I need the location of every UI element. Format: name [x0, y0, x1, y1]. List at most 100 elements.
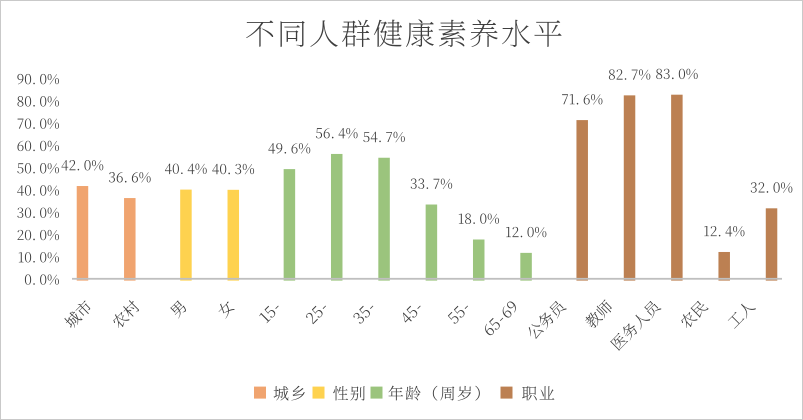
legend-swatch — [312, 386, 325, 399]
bar — [472, 239, 485, 281]
glyph — [440, 178, 453, 190]
glyph — [47, 140, 59, 152]
legend-item — [370, 385, 480, 401]
glyph — [656, 68, 663, 80]
glyph — [386, 131, 393, 142]
glyph — [24, 274, 32, 285]
glyph — [108, 172, 115, 183]
bar-data-labels — [61, 68, 793, 238]
data-label — [562, 94, 603, 105]
glyph — [507, 301, 516, 313]
glyph — [123, 300, 139, 317]
glyph — [773, 182, 780, 193]
glyph — [576, 102, 579, 105]
glyph — [489, 317, 500, 330]
x-axis-label — [727, 303, 756, 329]
x-axis-label — [218, 301, 235, 319]
glyph — [40, 274, 47, 285]
glyph — [235, 163, 242, 175]
glyph — [458, 213, 464, 224]
glyph — [672, 77, 674, 80]
glyph — [522, 386, 537, 401]
glyph — [342, 19, 370, 48]
bar — [283, 169, 296, 281]
glyph — [33, 149, 35, 152]
legend-label — [388, 385, 480, 401]
glyph — [539, 386, 555, 400]
data-label — [704, 225, 745, 237]
y-axis-tick-label — [17, 118, 59, 130]
glyph — [242, 163, 255, 175]
glyph — [17, 229, 24, 241]
glyph — [47, 96, 59, 107]
glyph — [562, 94, 568, 105]
glyph — [750, 182, 757, 193]
glyph — [273, 386, 289, 401]
glyph — [17, 118, 24, 129]
glyph — [47, 229, 59, 241]
glyph — [291, 385, 306, 401]
glyph — [116, 172, 123, 183]
glyph — [33, 194, 35, 196]
bar — [671, 94, 683, 281]
y-axis-tick-label — [18, 252, 59, 263]
glyph — [17, 207, 24, 218]
legend — [254, 385, 555, 401]
glyph — [33, 127, 35, 129]
glyph — [24, 140, 32, 152]
glyph — [373, 19, 403, 47]
glyph — [323, 127, 330, 139]
glyph — [473, 222, 475, 224]
legend-label — [522, 386, 555, 401]
glyph — [690, 300, 709, 318]
glyph — [47, 163, 59, 174]
glyph — [187, 163, 195, 175]
glyph — [259, 312, 271, 324]
legend-swatch — [370, 386, 383, 399]
data-label — [410, 178, 453, 190]
data-label — [315, 127, 358, 139]
y-axis-tick-label — [17, 140, 59, 152]
glyph — [370, 131, 378, 143]
x-axis-line — [72, 277, 782, 280]
glyph — [406, 19, 434, 48]
glyph — [527, 226, 534, 238]
bar — [330, 153, 343, 281]
glyph — [40, 73, 47, 85]
glyph — [470, 19, 498, 47]
glyph — [608, 69, 615, 80]
glyph — [485, 323, 494, 336]
legend-item — [312, 385, 365, 401]
y-axis-tick-label — [17, 73, 59, 85]
glyph — [338, 128, 346, 139]
legend-label — [333, 385, 365, 401]
legend-item — [500, 386, 555, 401]
glyph — [569, 94, 575, 105]
glyph — [40, 252, 47, 263]
bar — [227, 189, 240, 281]
glyph — [528, 324, 544, 339]
glyph — [33, 216, 35, 218]
glyph — [426, 187, 429, 189]
glyph — [506, 226, 511, 238]
glyph — [33, 105, 35, 107]
data-label — [656, 68, 698, 80]
glyph — [475, 385, 480, 401]
glyph — [758, 182, 765, 193]
glyph — [33, 260, 35, 263]
glyph — [583, 94, 590, 105]
glyph — [69, 160, 76, 171]
glyph — [440, 386, 455, 401]
glyph — [33, 82, 35, 85]
glyph — [246, 20, 274, 47]
data-label — [750, 182, 793, 193]
glyph — [402, 312, 412, 323]
glyph — [291, 143, 298, 154]
x-axis-label — [402, 305, 421, 323]
glyph — [310, 20, 338, 47]
legend-swatch — [500, 386, 513, 399]
glyph — [447, 311, 459, 324]
glyph — [644, 301, 662, 319]
data-label — [363, 131, 405, 143]
glyph — [40, 229, 47, 241]
